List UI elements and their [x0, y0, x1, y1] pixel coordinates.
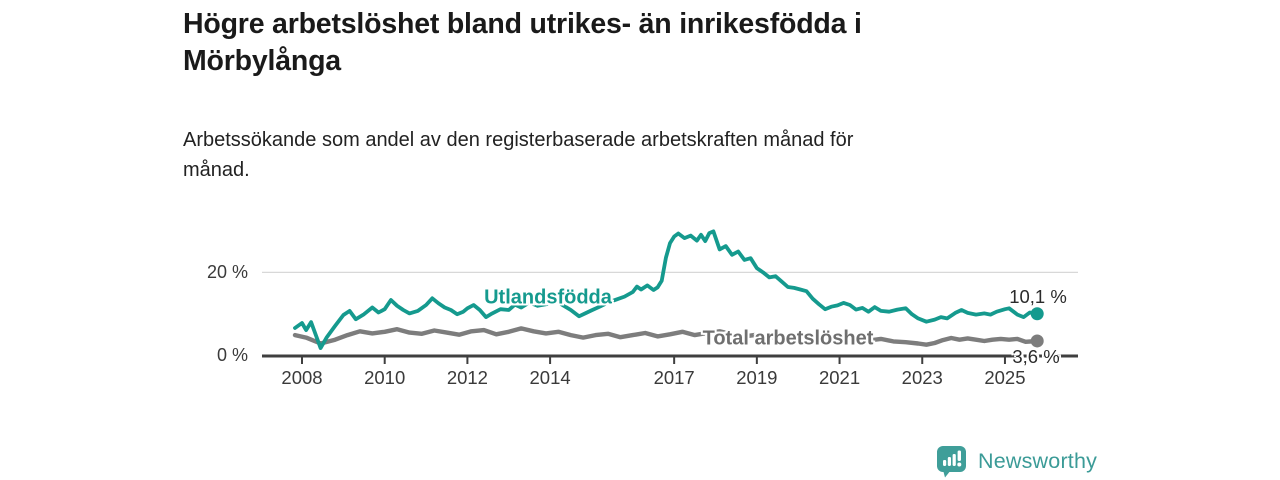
x-axis: [262, 354, 1078, 364]
series-label-total-arbetsloshet: Total arbetslöshet: [702, 327, 874, 350]
y-tick-label-0: 0 %: [216, 345, 248, 365]
newsworthy-bubble-icon: [937, 446, 966, 478]
series-label-utlandsfodda: Utlandsfödda: [484, 286, 612, 309]
chart-subtitle: Arbetssökande som andel av den registerb…: [183, 125, 1033, 185]
page-title: Högre arbetslöshet bland utrikes- än inr…: [183, 6, 1033, 80]
x-tick-label-2008: 2008: [281, 367, 323, 388]
title-line-2: Mörbylånga: [183, 45, 341, 77]
x-tick-label-2023: 2023: [901, 367, 943, 388]
x-tick-label-2021: 2021: [818, 367, 861, 388]
x-tick-label-2019: 2019: [736, 367, 778, 388]
x-tick-label-2017: 2017: [653, 367, 695, 388]
end-value-utlandsfodda: 10,1 %: [1009, 286, 1067, 307]
brand-name: Newsworthy: [978, 449, 1098, 473]
x-tick-label-2010: 2010: [364, 367, 406, 388]
x-tick-label-2012: 2012: [446, 367, 488, 388]
y-tick-label-20: 20 %: [206, 262, 248, 282]
x-tick-label-2014: 2014: [529, 367, 571, 388]
subtitle-line-2: månad.: [183, 159, 250, 181]
subtitle-line-1: Arbetssökande som andel av den registerb…: [183, 129, 854, 151]
total-arbetsloshet-line: [292, 326, 1040, 347]
end-value-total: 3,6 %: [1012, 346, 1060, 367]
x-tick-label-2025: 2025: [984, 367, 1026, 388]
utlandsfodda-line: [293, 229, 1040, 350]
newsworthy-logo[interactable]: Newsworthy: [936, 445, 1097, 478]
title-line-1: Högre arbetslöshet bland utrikes- än inr…: [183, 8, 862, 40]
utlandsfodda-end-dot: [1030, 307, 1044, 321]
